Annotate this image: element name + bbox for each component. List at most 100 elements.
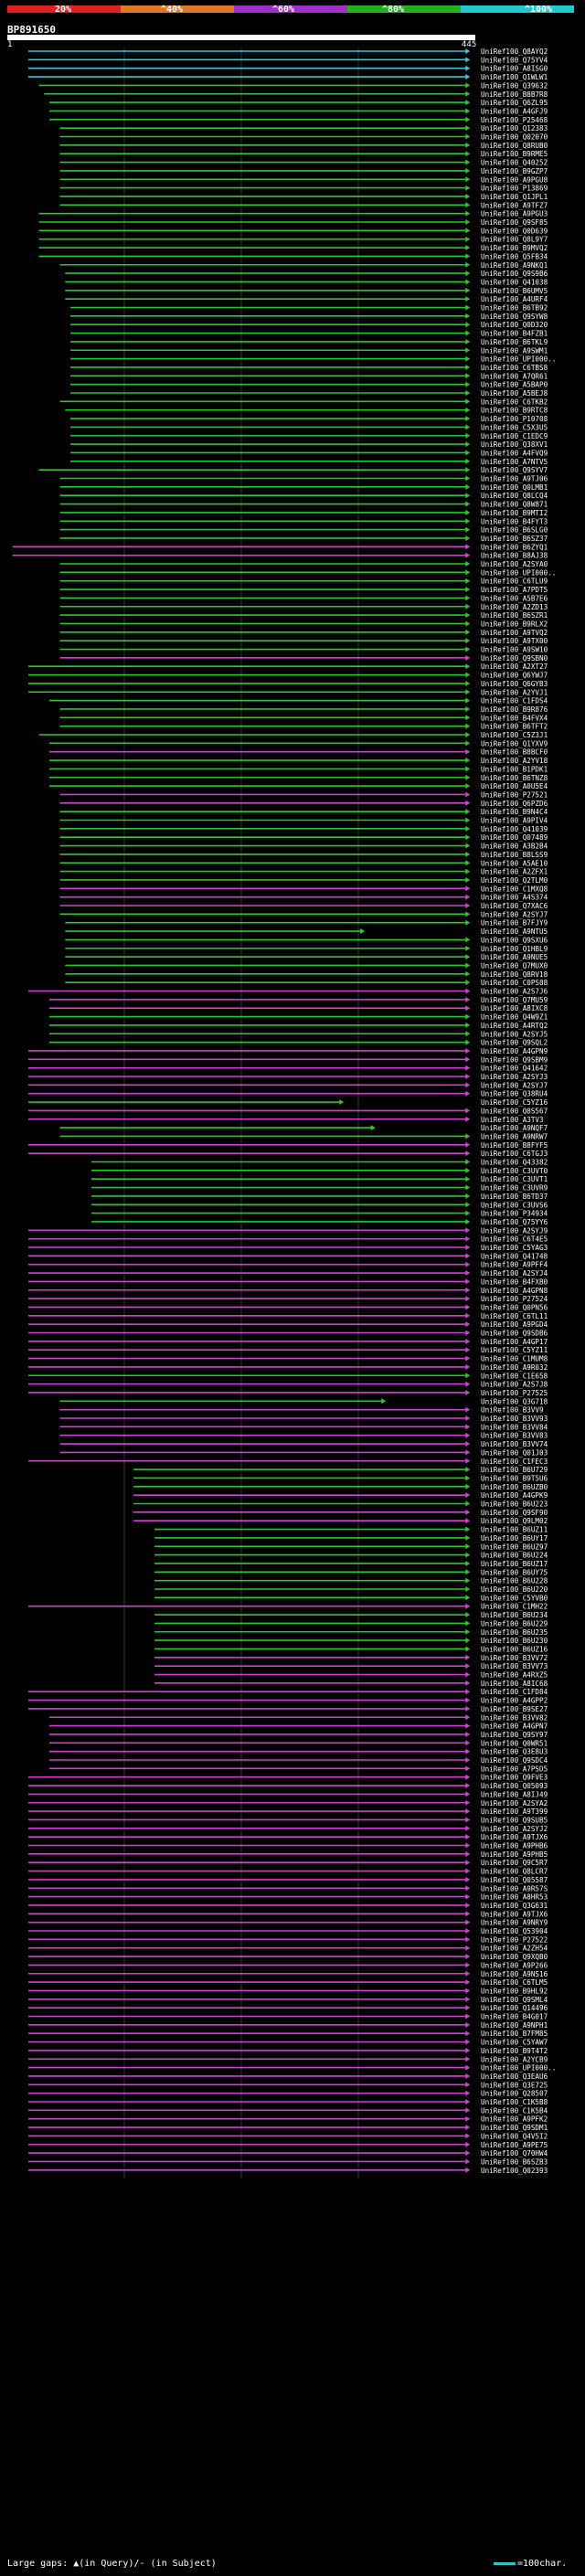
hit-label[interactable]: UniRef100_A9TJ06 (481, 475, 548, 483)
hit-label[interactable]: UniRef100_B3VV74 (481, 1440, 548, 1448)
hit-label[interactable]: UniRef100_B6U230 (481, 1637, 548, 1645)
hit-label[interactable]: UniRef100_Q7XAC6 (481, 902, 548, 910)
hit-label[interactable]: UniRef100_P34934 (481, 1210, 548, 1218)
hit-label[interactable]: UniRef100_B6SZR1 (481, 611, 548, 620)
hit-label[interactable]: UniRef100_A4GFJ9 (481, 107, 548, 115)
hit-label[interactable]: UniRef100_Q1JPL1 (481, 193, 548, 201)
hit-label[interactable]: UniRef100_Q3E725 (481, 2081, 548, 2089)
hit-label[interactable]: UniRef100_B9MVQ2 (481, 244, 548, 252)
hit-label[interactable]: UniRef100_A2SYA0 (481, 560, 548, 568)
hit-label[interactable]: UniRef100_Q3EAU6 (481, 2072, 548, 2081)
hit-label[interactable]: UniRef100_B7FM85 (481, 2030, 548, 2038)
hit-label[interactable]: UniRef100_B9RTC8 (481, 407, 548, 415)
hit-label[interactable]: UniRef100_B8AJ38 (481, 552, 548, 560)
hit-label[interactable]: UniRef100_C1FD84 (481, 1688, 548, 1696)
hit-label[interactable]: UniRef100_B6UZ17 (481, 1560, 548, 1568)
hit-label[interactable]: UniRef100_C5YAG3 (481, 1244, 548, 1252)
hit-label[interactable]: UniRef100_Q9SML4 (481, 1996, 548, 2004)
hit-label[interactable]: UniRef100_B9R876 (481, 705, 548, 714)
hit-label[interactable]: UniRef100_B6TB92 (481, 304, 548, 313)
hit-label[interactable]: UniRef100_C5YZ16 (481, 1098, 548, 1107)
hit-label[interactable]: UniRef100_A5BAP0 (481, 381, 548, 389)
hit-label[interactable]: UniRef100_A2SYJ9 (481, 1226, 548, 1235)
hit-label[interactable]: UniRef100_A2SYJ5 (481, 1030, 548, 1038)
hit-label[interactable]: UniRef100_B9RME5 (481, 150, 548, 158)
hit-label[interactable]: UniRef100_A9PFK2 (481, 2115, 548, 2124)
hit-label[interactable]: UniRef100_A4GPK9 (481, 1491, 548, 1500)
hit-label[interactable]: UniRef100_B4FZB1 (481, 330, 548, 338)
hit-label[interactable]: UniRef100_C5YZ11 (481, 1346, 548, 1354)
hit-label[interactable]: UniRef100_Q41039 (481, 825, 548, 833)
hit-label[interactable]: UniRef100_Q9SYW8 (481, 313, 548, 321)
hit-label[interactable]: UniRef100_C1MUM8 (481, 1355, 548, 1363)
hit-label[interactable]: UniRef100_B6UZ97 (481, 1542, 548, 1551)
hit-label[interactable]: UniRef100_B6UZB0 (481, 1483, 548, 1491)
hit-label[interactable]: UniRef100_Q3E8U3 (481, 1748, 548, 1756)
hit-label[interactable]: UniRef100_A9R57S (481, 1884, 548, 1892)
hit-label[interactable]: UniRef100_A2ZFX1 (481, 868, 548, 876)
hit-label[interactable]: UniRef100_Q9SF90 (481, 1509, 548, 1517)
hit-label[interactable]: UniRef100_B8FYF5 (481, 1141, 548, 1150)
hit-label[interactable]: UniRef100_B8LSS9 (481, 851, 548, 859)
hit-label[interactable]: UniRef100_Q75YY6 (481, 1218, 548, 1226)
hit-label[interactable]: UniRef100_B6UY17 (481, 1534, 548, 1542)
hit-label[interactable]: UniRef100_B6U229 (481, 1619, 548, 1627)
hit-label[interactable]: UniRef100_A7QR61 (481, 372, 548, 380)
hit-label[interactable]: UniRef100_Q05093 (481, 1782, 548, 1790)
hit-label[interactable]: UniRef100_Q8S567 (481, 1107, 548, 1115)
hit-label[interactable]: UniRef100_P27525 (481, 1389, 548, 1397)
hit-label[interactable]: UniRef100_Q38XV1 (481, 440, 548, 449)
hit-label[interactable]: UniRef100_A2YV18 (481, 757, 548, 765)
hit-label[interactable]: UniRef100_Q9SY97 (481, 1731, 548, 1739)
hit-label[interactable]: UniRef100_B1PDK1 (481, 765, 548, 773)
hit-label[interactable]: UniRef100_B9GZP7 (481, 167, 548, 175)
hit-label[interactable]: UniRef100_B9N4C4 (481, 808, 548, 816)
hit-label[interactable]: UniRef100_Q9SXU6 (481, 936, 548, 944)
hit-label[interactable]: UniRef100_A4URF4 (481, 295, 548, 303)
hit-label[interactable]: UniRef100_A9PGD4 (481, 1320, 548, 1329)
hit-label[interactable]: UniRef100_Q8RUB0 (481, 142, 548, 150)
hit-label[interactable]: UniRef100_B6U224 (481, 1552, 548, 1560)
hit-label[interactable]: UniRef100_Q9SBN0 (481, 654, 548, 663)
hit-label[interactable]: UniRef100_A9NRY9 (481, 1919, 548, 1927)
hit-label[interactable]: UniRef100_B6UY75 (481, 1568, 548, 1576)
hit-label[interactable]: UniRef100_C1FEC3 (481, 1458, 548, 1466)
hit-label[interactable]: UniRef100_A7NTV5 (481, 458, 548, 466)
hit-label[interactable]: UniRef100_Q9SDC4 (481, 1756, 548, 1765)
hit-label[interactable]: UniRef100_B6UMV5 (481, 287, 548, 295)
hit-label[interactable]: UniRef100_C3UVT0 (481, 1167, 548, 1175)
hit-label[interactable]: UniRef100_Q0D320 (481, 321, 548, 329)
hit-label[interactable]: UniRef100_P27522 (481, 1935, 548, 1944)
hit-label[interactable]: UniRef100_C1K5B4 (481, 2106, 548, 2115)
hit-label[interactable]: UniRef100_A9SWM1 (481, 346, 548, 355)
hit-label[interactable]: UniRef100_A8IXC8 (481, 1004, 548, 1012)
hit-label[interactable]: UniRef100_Q3G631 (481, 1902, 548, 1910)
hit-label[interactable]: UniRef100_B6U235 (481, 1628, 548, 1637)
hit-label[interactable]: UniRef100_A7PSD5 (481, 1765, 548, 1773)
hit-label[interactable]: UniRef100_Q07489 (481, 833, 548, 842)
hit-label[interactable]: UniRef100_B3VV84 (481, 1423, 548, 1431)
hit-label[interactable]: UniRef100_B6SLG0 (481, 526, 548, 535)
hit-label[interactable]: UniRef100_B6U729 (481, 1466, 548, 1474)
hit-label[interactable]: UniRef100_C0PS08 (481, 979, 548, 987)
hit-label[interactable]: UniRef100_A9TJX6 (481, 1833, 548, 1841)
hit-label[interactable]: UniRef100_C3UVT1 (481, 1175, 548, 1183)
hit-label[interactable]: UniRef100_Q75YV4 (481, 56, 548, 64)
hit-label[interactable]: UniRef100_A4GPN8 (481, 1287, 548, 1295)
hit-label[interactable]: UniRef100_A9PHB6 (481, 1842, 548, 1850)
hit-label[interactable]: UniRef100_A5B7E6 (481, 594, 548, 602)
hit-label[interactable]: UniRef100_C1K5B8 (481, 2098, 548, 2106)
hit-label[interactable]: UniRef100_UPI000.. (481, 355, 556, 364)
hit-label[interactable]: UniRef100_Q39632 (481, 81, 548, 90)
hit-label[interactable]: UniRef100_Q0WR51 (481, 1739, 548, 1747)
hit-label[interactable]: UniRef100_B9MTI2 (481, 509, 548, 517)
hit-label[interactable]: UniRef100_B3VV72 (481, 1654, 548, 1662)
hit-label[interactable]: UniRef100_A2YCB9 (481, 2055, 548, 2063)
hit-label[interactable]: UniRef100_Q40252 (481, 159, 548, 167)
hit-label[interactable]: UniRef100_A2SYJ7 (481, 1081, 548, 1089)
hit-label[interactable]: UniRef100_Q28507 (481, 2090, 548, 2098)
hit-label[interactable]: UniRef100_B3VV82 (481, 1713, 548, 1722)
hit-label[interactable]: UniRef100_Q9SBM9 (481, 1055, 548, 1064)
hit-label[interactable]: UniRef100_Q9S9B6 (481, 270, 548, 278)
hit-label[interactable]: UniRef100_A9NS16 (481, 1970, 548, 1978)
